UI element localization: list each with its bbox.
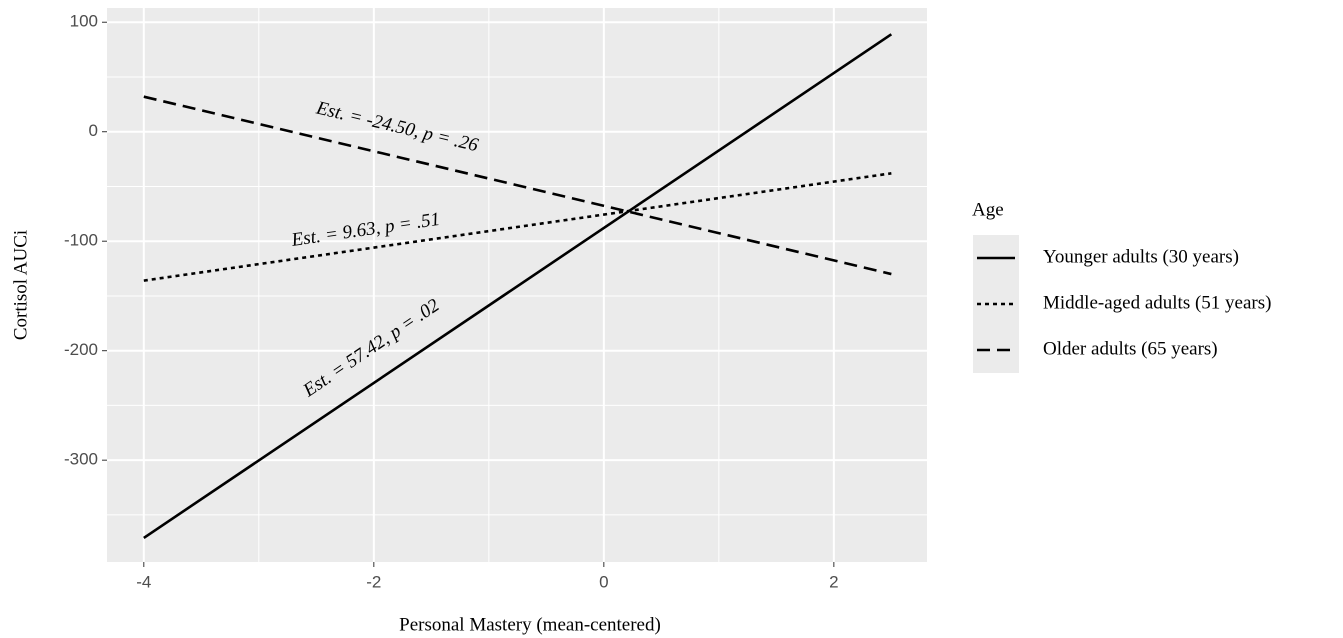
series-line [143, 33, 893, 539]
legend-label: Younger adults (30 years) [1043, 246, 1239, 267]
y-tick-label: -200 [64, 340, 98, 359]
legend-label: Older adults (65 years) [1043, 338, 1218, 359]
legend-title: Age [972, 199, 1004, 220]
y-tick-label: 100 [70, 12, 98, 31]
x-tick-label: 2 [829, 572, 838, 591]
x-tick-label: -4 [136, 572, 151, 591]
y-axis-title: Cortisol AUCi [10, 230, 31, 340]
y-tick-label: -100 [64, 231, 98, 250]
x-tick-label: 0 [599, 572, 608, 591]
series-line [143, 172, 892, 282]
x-axis-title: Personal Mastery (mean-centered) [399, 614, 661, 635]
x-tick-label: -2 [366, 572, 381, 591]
y-tick-label: 0 [89, 121, 98, 140]
y-tick-label: -300 [64, 450, 98, 469]
legend-label: Middle-aged adults (51 years) [1043, 292, 1271, 313]
series-line [143, 95, 892, 276]
